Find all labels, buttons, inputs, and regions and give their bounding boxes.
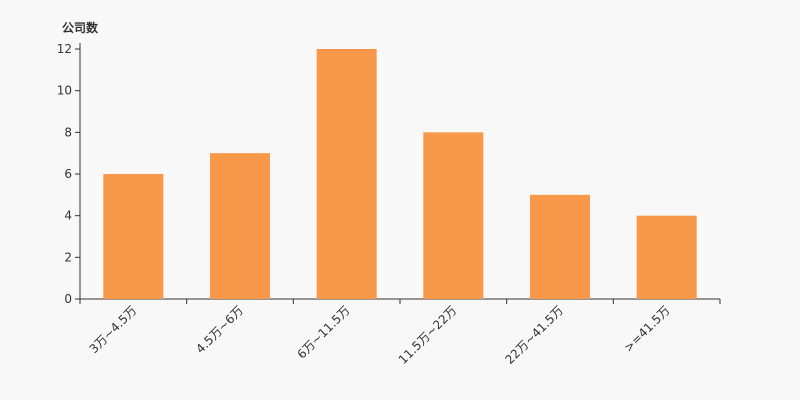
- bar: [103, 174, 164, 299]
- y-axis-title: 公司数: [62, 20, 99, 35]
- bar: [530, 194, 590, 299]
- y-tick-label: 10: [57, 84, 72, 98]
- y-tick-label: 0: [64, 292, 72, 306]
- bar: [210, 153, 270, 299]
- y-tick-label: 4: [64, 209, 72, 223]
- y-tick-label: 12: [57, 42, 72, 56]
- x-tick-label: 4.5万~6万: [193, 303, 246, 356]
- bar: [636, 215, 697, 299]
- y-tick-label: 8: [64, 125, 72, 139]
- y-tick-label: 6: [64, 167, 72, 181]
- x-tick-label: 3万~4.5万: [87, 303, 140, 356]
- x-tick-label: 22万~41.5万: [502, 303, 566, 367]
- x-tick-label: 6万~11.5万: [295, 303, 353, 361]
- bar: [423, 132, 484, 299]
- y-tick-label: 2: [64, 250, 72, 264]
- x-tick-label: >=41.5万: [621, 303, 673, 355]
- bar: [316, 49, 377, 299]
- x-tick-label: 11.5万~22万: [396, 303, 460, 367]
